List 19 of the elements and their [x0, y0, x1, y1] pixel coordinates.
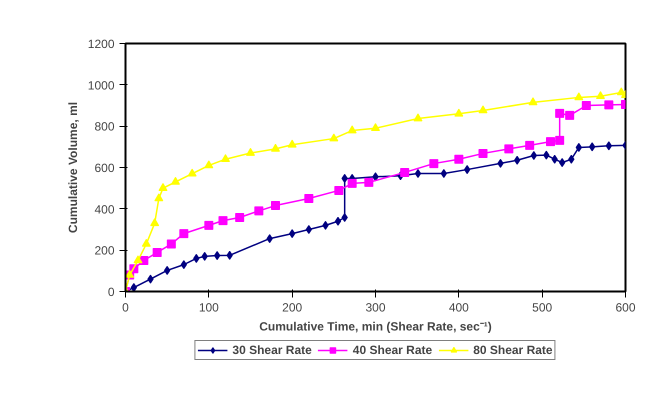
y-tick-label: 800: [94, 120, 115, 134]
legend-label: 40 Shear Rate: [352, 343, 432, 357]
x-tick-label: 300: [365, 300, 386, 314]
y-tick-label: 200: [94, 244, 115, 258]
x-tick-label: 400: [448, 300, 470, 314]
y-axis-title: Cumulative Volume, ml: [66, 102, 80, 234]
x-tick-label: 600: [615, 300, 636, 314]
y-tick-label: 0: [108, 285, 115, 299]
y-tick-label: 1200: [88, 37, 115, 51]
x-tick-label: 0: [122, 300, 130, 314]
y-tick-label: 600: [94, 161, 115, 175]
legend-label: 30 Shear Rate: [232, 343, 312, 357]
x-tick-label: 500: [532, 300, 553, 314]
legend-label: 80 Shear Rate: [473, 343, 553, 357]
y-tick-label: 1000: [88, 78, 115, 92]
x-tick-label: 100: [198, 300, 220, 314]
y-tick-label: 400: [94, 202, 115, 216]
x-tick-label: 200: [282, 300, 303, 314]
x-axis-title: Cumulative Time, min (Shear Rate, sec⁻¹): [259, 320, 492, 334]
